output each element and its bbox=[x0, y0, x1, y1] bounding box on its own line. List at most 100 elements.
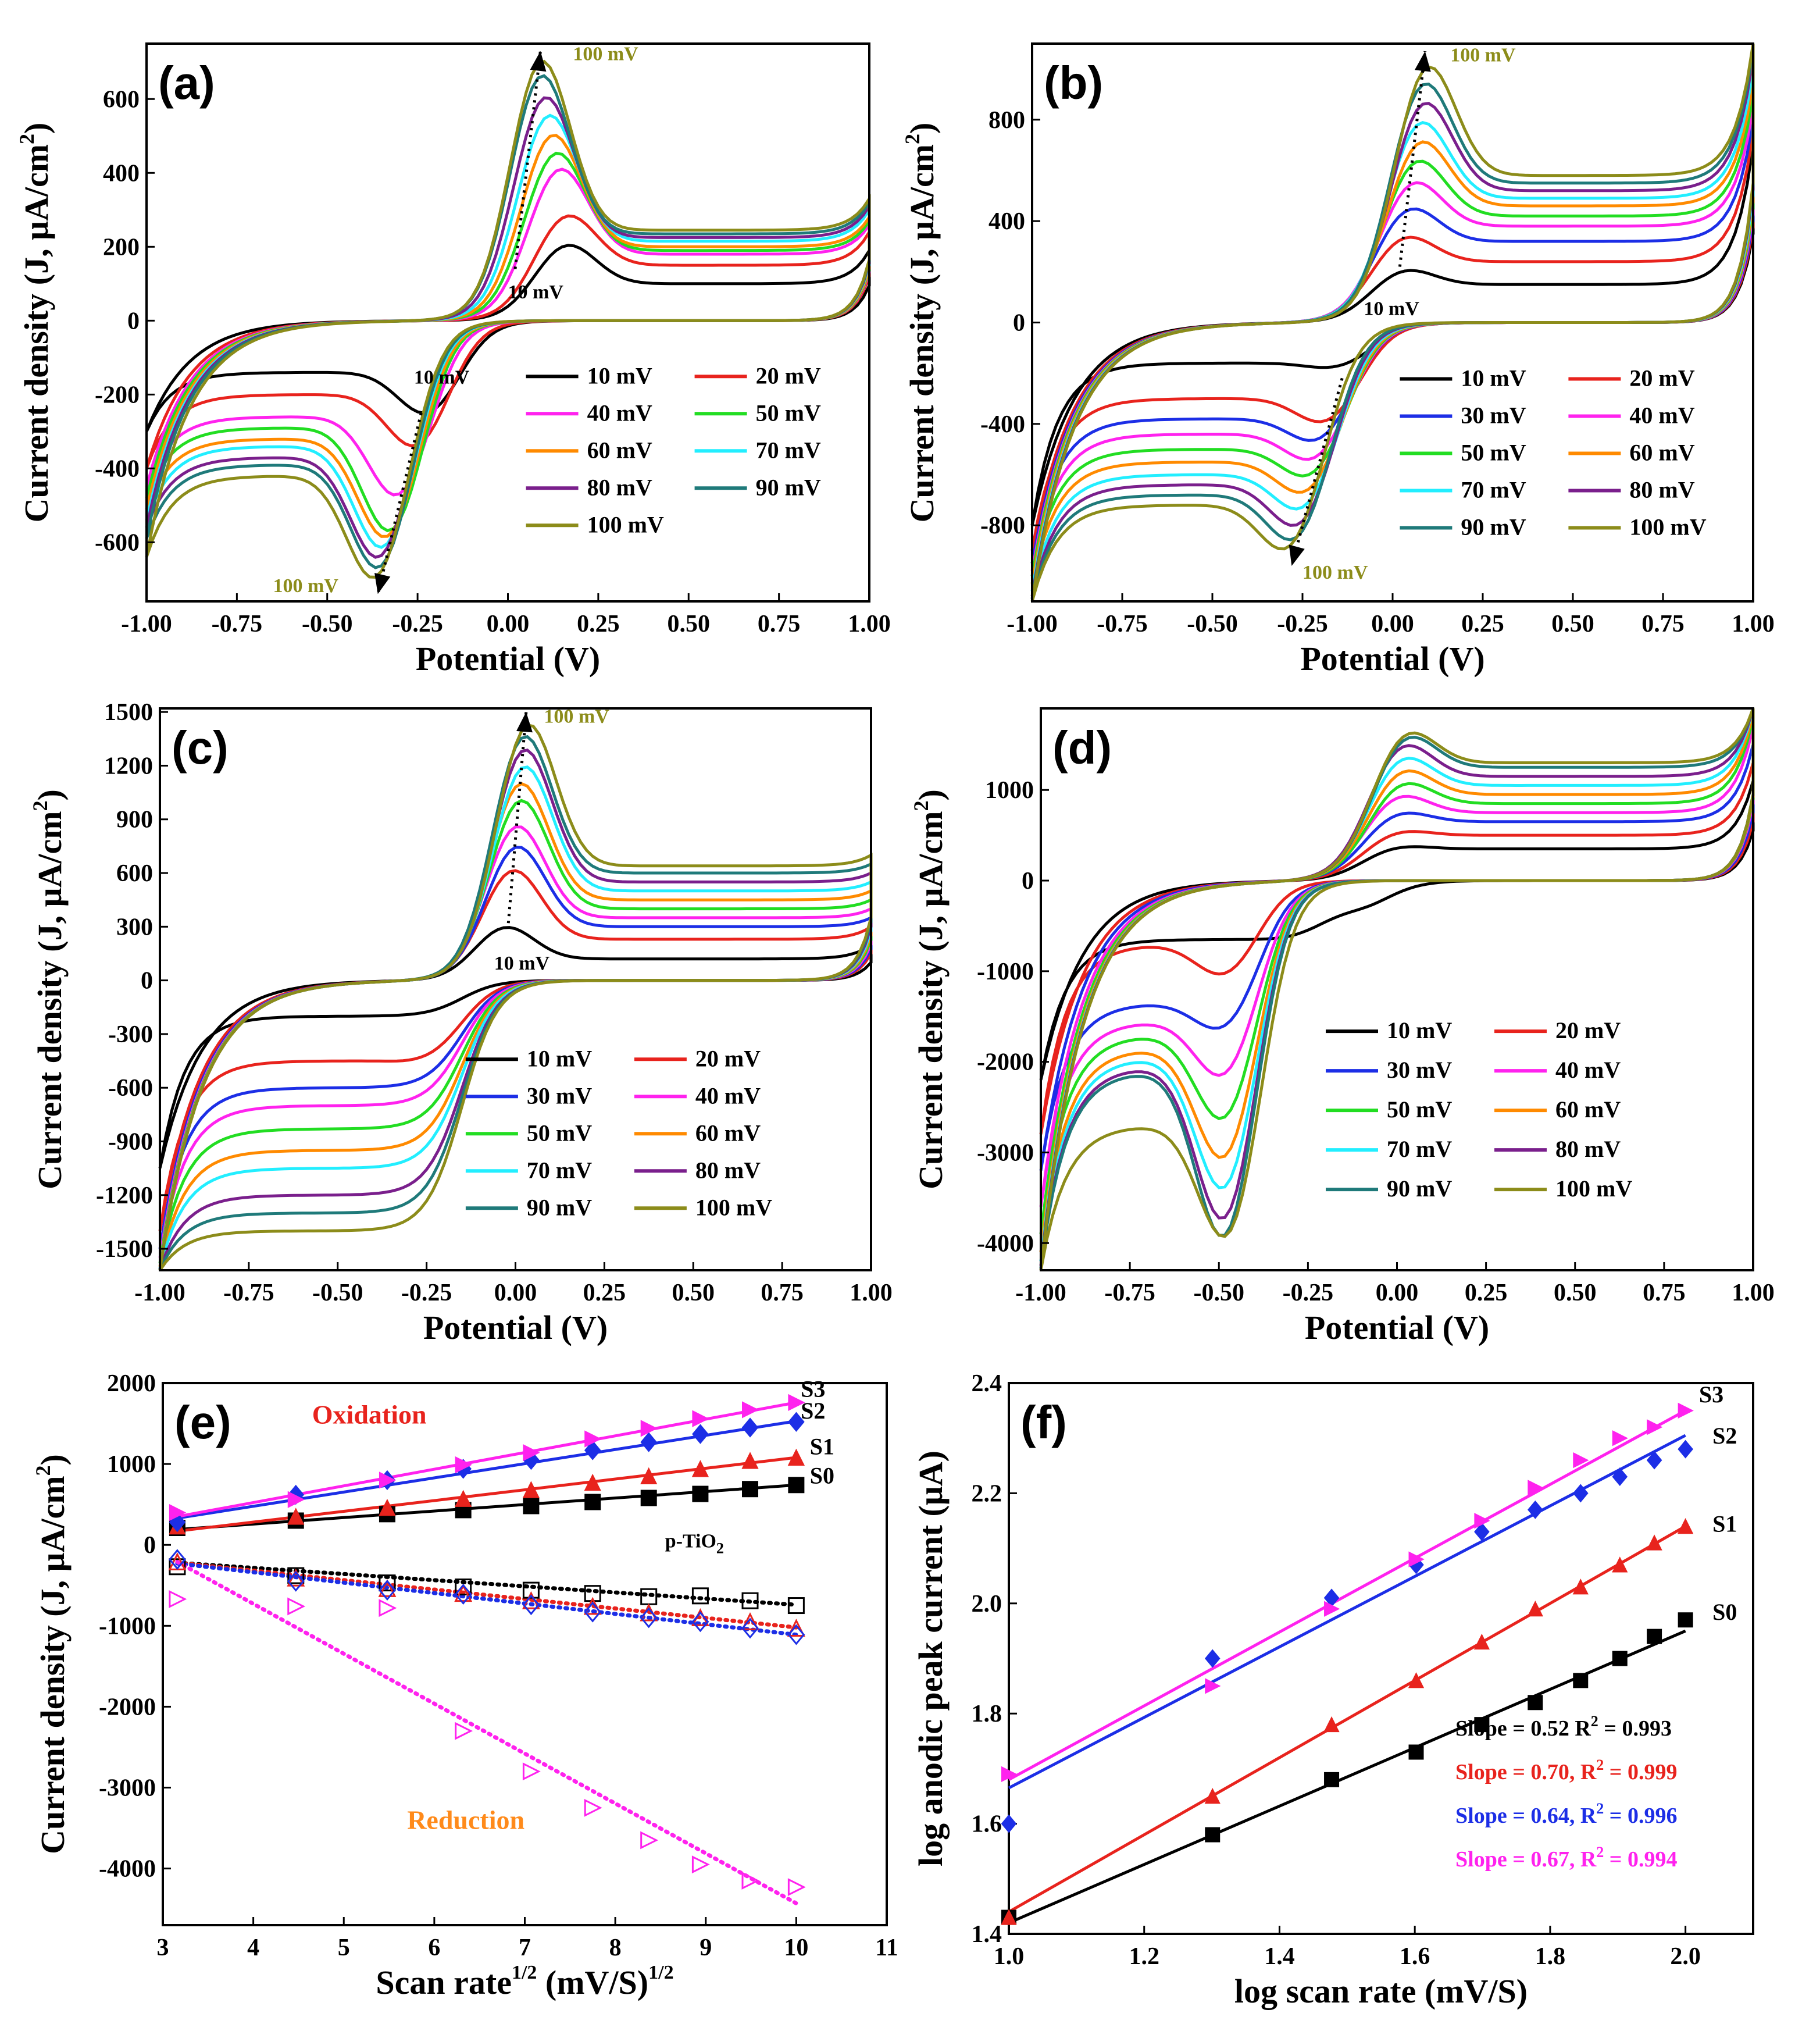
data-point-S0 bbox=[1573, 1673, 1589, 1688]
data-point-S1 bbox=[1612, 1556, 1628, 1573]
fit-annotation: Slope = 0.67, R2 = 0.994 bbox=[1455, 1844, 1677, 1872]
x-tick-label: 0.00 bbox=[1376, 1280, 1419, 1306]
y-tick-label: 200 bbox=[103, 234, 140, 261]
data-point-S1 bbox=[1646, 1534, 1662, 1551]
legend-label: 100 mV bbox=[1555, 1175, 1632, 1202]
y-axis-title-part: Current density (J, μA/cm bbox=[17, 144, 55, 522]
arrow-head bbox=[1289, 544, 1305, 566]
data-point-oxidation-S0 bbox=[584, 1494, 601, 1510]
legend-label: 50 mV bbox=[527, 1120, 592, 1146]
data-point-reduction-S2 bbox=[787, 1624, 805, 1645]
fit-annotation-part: Slope = 0.52 R bbox=[1455, 1716, 1591, 1741]
y-tick-label: 0 bbox=[141, 968, 153, 995]
data-point-oxidation-S2 bbox=[640, 1432, 658, 1452]
fit-line-reduction-S2 bbox=[175, 1561, 798, 1637]
legend-label: 80 mV bbox=[587, 474, 652, 500]
data-point-oxidation-S3 bbox=[379, 1471, 397, 1489]
legend-label: 20 mV bbox=[1555, 1017, 1621, 1043]
data-point-S3 bbox=[1001, 1766, 1018, 1782]
fit-annotation-part: 2 bbox=[1591, 1713, 1598, 1730]
series-label: S0 bbox=[1712, 1599, 1737, 1625]
cv-curve-60mV bbox=[1039, 712, 1755, 1253]
legend-label: 90 mV bbox=[756, 474, 821, 500]
data-point-S3 bbox=[1324, 1601, 1340, 1617]
data-point-reduction-S2 bbox=[640, 1607, 658, 1629]
data-point-reduction-S0 bbox=[584, 1585, 601, 1602]
x-axis-title: log scan rate (mV/S) bbox=[1234, 1972, 1528, 2010]
x-tick-label: 9 bbox=[700, 1934, 712, 1961]
data-point-reduction-S3 bbox=[455, 1722, 473, 1740]
data-point-oxidation-S1 bbox=[691, 1460, 709, 1477]
data-point-reduction-S1 bbox=[454, 1584, 473, 1602]
data-point-oxidation-S2 bbox=[692, 1424, 709, 1444]
x-tick-label: 0.25 bbox=[1461, 611, 1504, 637]
fit-annotation: Slope = 0.70, R2 = 0.999 bbox=[1455, 1756, 1677, 1784]
panel-label: (d) bbox=[1052, 722, 1112, 774]
data-point-S1 bbox=[1408, 1672, 1425, 1688]
y-tick-label: 2000 bbox=[107, 1370, 156, 1397]
data-point-oxidation-S2 bbox=[741, 1417, 759, 1438]
data-point-S0 bbox=[1528, 1695, 1543, 1711]
trend-arrow bbox=[1398, 51, 1427, 267]
data-point-S2 bbox=[1528, 1500, 1543, 1519]
annotation: 100 mV bbox=[1450, 45, 1516, 66]
legend-label: 40 mV bbox=[1629, 402, 1694, 428]
y-tick-label: 0 bbox=[1022, 868, 1034, 895]
annotation: 100 mV bbox=[544, 706, 609, 728]
legend-label: 10 mV bbox=[1387, 1017, 1452, 1043]
panel-d: -1.00 -0.75 -0.50 -0.25 0.00 0.25 0.50 0.75 1.00… bbox=[909, 707, 1775, 1346]
annotation: 100 mV bbox=[273, 575, 339, 597]
x-axis-title-part: (mV/S) bbox=[537, 1964, 648, 2001]
y-tick-label: 800 bbox=[988, 107, 1025, 134]
data-point-S1 bbox=[1572, 1579, 1589, 1595]
x-tick-label: 0.50 bbox=[1551, 611, 1594, 637]
legend-label: 90 mV bbox=[1387, 1175, 1452, 1202]
legend-label: 80 mV bbox=[1555, 1136, 1621, 1162]
y-tick-label: -1200 bbox=[96, 1182, 153, 1209]
legend-label: 30 mV bbox=[1461, 402, 1526, 428]
y-axis-title: Current density (J, μA/cm2) bbox=[901, 123, 941, 523]
x-tick-label: 0.00 bbox=[487, 611, 530, 637]
x-tick-label: 10 bbox=[784, 1934, 808, 1961]
y-axis-title-part: Current density (J, μA/cm bbox=[903, 144, 941, 522]
y-tick-label: -4000 bbox=[99, 1856, 156, 1883]
y-tick-label: 1000 bbox=[107, 1451, 156, 1478]
y-tick-label: -200 bbox=[95, 382, 140, 408]
annotation: 10 mV bbox=[508, 282, 564, 303]
x-tick-label: 1.00 bbox=[848, 611, 891, 637]
panel-label: (b) bbox=[1044, 57, 1103, 109]
data-point-oxidation-S2 bbox=[788, 1412, 805, 1432]
legend-label: 70 mV bbox=[1461, 476, 1526, 503]
y-tick-label: 900 bbox=[116, 807, 153, 833]
fit-annotation: Slope = 0.52 R2 = 0.993 bbox=[1455, 1713, 1672, 1741]
x-tick-label: 0.00 bbox=[1371, 611, 1414, 637]
data-point-oxidation-S0 bbox=[788, 1477, 805, 1494]
x-tick-label: 0.75 bbox=[761, 1280, 804, 1306]
panel-label: (f) bbox=[1020, 1396, 1067, 1448]
x-axis-title-part: 1/2 bbox=[648, 1962, 673, 1983]
legend-label: 100 mV bbox=[587, 511, 664, 537]
data-point-oxidation-S3 bbox=[584, 1430, 602, 1448]
y-axis-title-part: 2 bbox=[28, 800, 52, 811]
legend-label: 70 mV bbox=[756, 437, 821, 463]
legend-label: 20 mV bbox=[1629, 365, 1694, 391]
panel-e: 3 4 5 6 7 8 9 10 11 2000 1000 0 -1000 -2000 -3000 -4000… bbox=[31, 1370, 898, 2001]
legend-label: 70 mV bbox=[527, 1157, 592, 1183]
x-tick-label: 4 bbox=[247, 1934, 259, 1961]
legend-label: 100 mV bbox=[1629, 514, 1706, 540]
x-tick-label: -1.00 bbox=[1015, 1280, 1066, 1306]
x-tick-label: 6 bbox=[428, 1934, 440, 1961]
y-axis-title-part: Current density (J, μA/cm bbox=[912, 811, 950, 1189]
y-tick-label: -600 bbox=[95, 529, 140, 556]
series-label: S2 bbox=[801, 1398, 825, 1424]
x-axis-title-part: Scan rate bbox=[376, 1964, 512, 2001]
y-tick-label: 1.4 bbox=[972, 1921, 1002, 1948]
data-point-S1 bbox=[1204, 1788, 1221, 1804]
data-point-reduction-S2 bbox=[691, 1611, 709, 1633]
x-tick-label: 0.25 bbox=[577, 611, 620, 637]
x-tick-label: -0.75 bbox=[1097, 611, 1148, 637]
legend-label: 80 mV bbox=[695, 1157, 761, 1183]
fit-line-reduction-S3 bbox=[175, 1559, 798, 1905]
series-label: S1 bbox=[1712, 1511, 1737, 1537]
